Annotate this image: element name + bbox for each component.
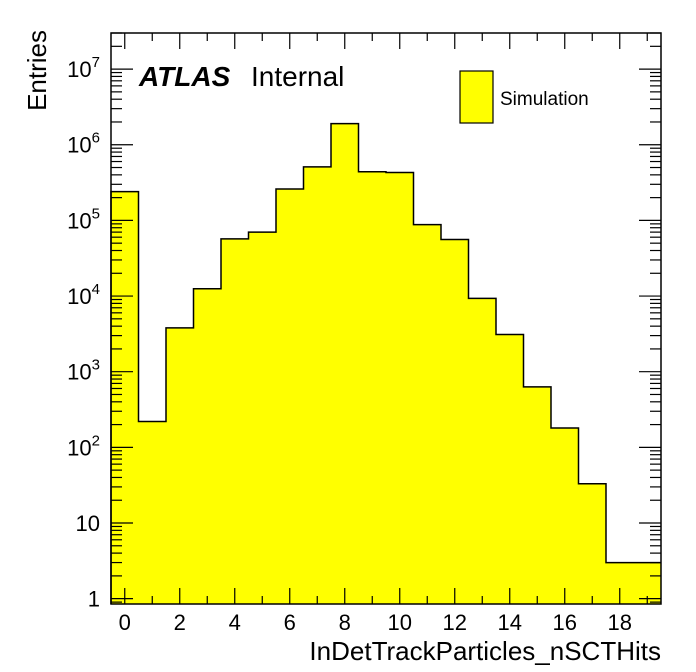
y-tick-label: 103 — [67, 357, 100, 385]
axis-ticks — [111, 32, 661, 604]
histogram-bar — [523, 386, 551, 604]
histogram-bar — [193, 288, 221, 604]
histogram-outline — [110, 122, 661, 604]
histogram-bar — [578, 483, 606, 604]
y-axis-title: Entries — [22, 30, 52, 111]
histogram-bar — [303, 166, 331, 604]
x-tick-label: 12 — [443, 610, 467, 635]
x-tick-label: 18 — [608, 610, 632, 635]
histogram-bar — [551, 428, 579, 604]
y-tick-label: 1 — [88, 587, 100, 612]
histogram-bar — [221, 238, 249, 605]
y-tick-label: 107 — [67, 54, 100, 82]
x-axis-title: InDetTrackParticles_nSCTHits — [309, 636, 661, 666]
legend-label-simulation: Simulation — [500, 89, 589, 110]
histogram-bar — [276, 189, 304, 604]
legend: Simulation — [459, 70, 589, 124]
y-tick-label: 10 — [76, 511, 100, 536]
x-tick-label: 16 — [553, 610, 577, 635]
histogram-bar — [413, 224, 441, 604]
histogram-bar — [166, 327, 194, 604]
histogram-bar — [496, 334, 524, 604]
y-tick-label: 106 — [67, 130, 100, 158]
y-tick-label: 102 — [67, 432, 100, 460]
atlas-label: ATLAS — [138, 61, 231, 92]
y-tick-label: 105 — [67, 205, 100, 233]
y-tick-label: 104 — [67, 281, 100, 309]
histogram-bars — [111, 123, 661, 605]
x-tick-label: 10 — [388, 610, 412, 635]
histogram-bar — [331, 123, 359, 604]
histogram-bar — [248, 232, 276, 605]
x-tick-label: 8 — [339, 610, 351, 635]
x-tick-label: 6 — [284, 610, 296, 635]
x-tick-labels: 0 2 4 6 8 10 12 14 16 18 — [119, 610, 632, 635]
histogram-bar — [138, 421, 166, 604]
histogram-bar — [358, 171, 386, 604]
legend-swatch-simulation — [459, 70, 494, 124]
x-tick-label: 14 — [498, 610, 522, 635]
x-tick-label: 4 — [229, 610, 241, 635]
atlas-status-label: Internal — [251, 61, 344, 92]
x-tick-label: 2 — [174, 610, 186, 635]
y-tick-labels: 1 10 102 103 104 105 106 107 — [67, 54, 100, 612]
histogram-bar — [468, 298, 496, 604]
histogram-bar — [386, 172, 414, 604]
histogram-bar — [111, 191, 139, 604]
histogram-bar — [441, 239, 469, 604]
x-tick-label: 0 — [119, 610, 131, 635]
